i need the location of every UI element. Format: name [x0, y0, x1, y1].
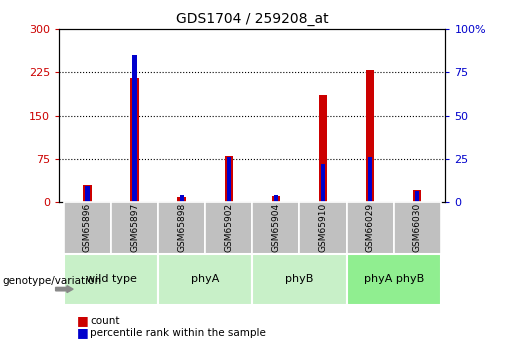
Text: GSM66029: GSM66029	[366, 203, 374, 252]
Text: wild type: wild type	[85, 275, 136, 284]
Bar	[64, 202, 111, 254]
Text: GSM65910: GSM65910	[318, 203, 328, 252]
Title: GDS1704 / 259208_at: GDS1704 / 259208_at	[176, 11, 329, 26]
Text: GSM65897: GSM65897	[130, 203, 139, 252]
Bar	[347, 254, 441, 305]
Bar	[85, 186, 90, 202]
Bar	[413, 190, 421, 202]
Text: percentile rank within the sample: percentile rank within the sample	[90, 328, 266, 338]
Text: ■: ■	[77, 314, 89, 327]
Bar	[130, 78, 139, 202]
Bar	[111, 202, 158, 254]
Bar	[225, 156, 233, 202]
Text: GSM65904: GSM65904	[271, 203, 280, 252]
Bar	[368, 157, 372, 202]
Bar	[252, 254, 347, 305]
Bar	[321, 164, 325, 202]
Bar	[83, 185, 92, 202]
Bar	[272, 196, 280, 202]
Text: GSM66030: GSM66030	[413, 203, 422, 252]
Bar	[64, 254, 158, 305]
Text: GSM65898: GSM65898	[177, 203, 186, 252]
Text: phyA: phyA	[191, 275, 219, 284]
Bar	[158, 254, 252, 305]
Bar	[319, 96, 327, 202]
Bar	[393, 202, 441, 254]
Bar	[180, 195, 184, 202]
Text: count: count	[90, 316, 119, 326]
Text: genotype/variation: genotype/variation	[3, 276, 101, 286]
Bar	[415, 191, 419, 202]
Text: GSM65896: GSM65896	[83, 203, 92, 252]
Bar	[347, 202, 393, 254]
Text: phyB: phyB	[285, 275, 314, 284]
Text: GSM65902: GSM65902	[225, 203, 233, 252]
Bar	[366, 70, 374, 202]
Bar	[205, 202, 252, 254]
Bar	[158, 202, 205, 254]
Text: ■: ■	[77, 326, 89, 339]
Bar	[252, 202, 299, 254]
Bar	[132, 55, 136, 202]
Bar	[178, 197, 186, 202]
Bar	[274, 195, 278, 202]
Text: phyA phyB: phyA phyB	[364, 275, 424, 284]
Bar	[299, 202, 347, 254]
FancyArrow shape	[56, 286, 73, 293]
Bar	[227, 157, 231, 202]
